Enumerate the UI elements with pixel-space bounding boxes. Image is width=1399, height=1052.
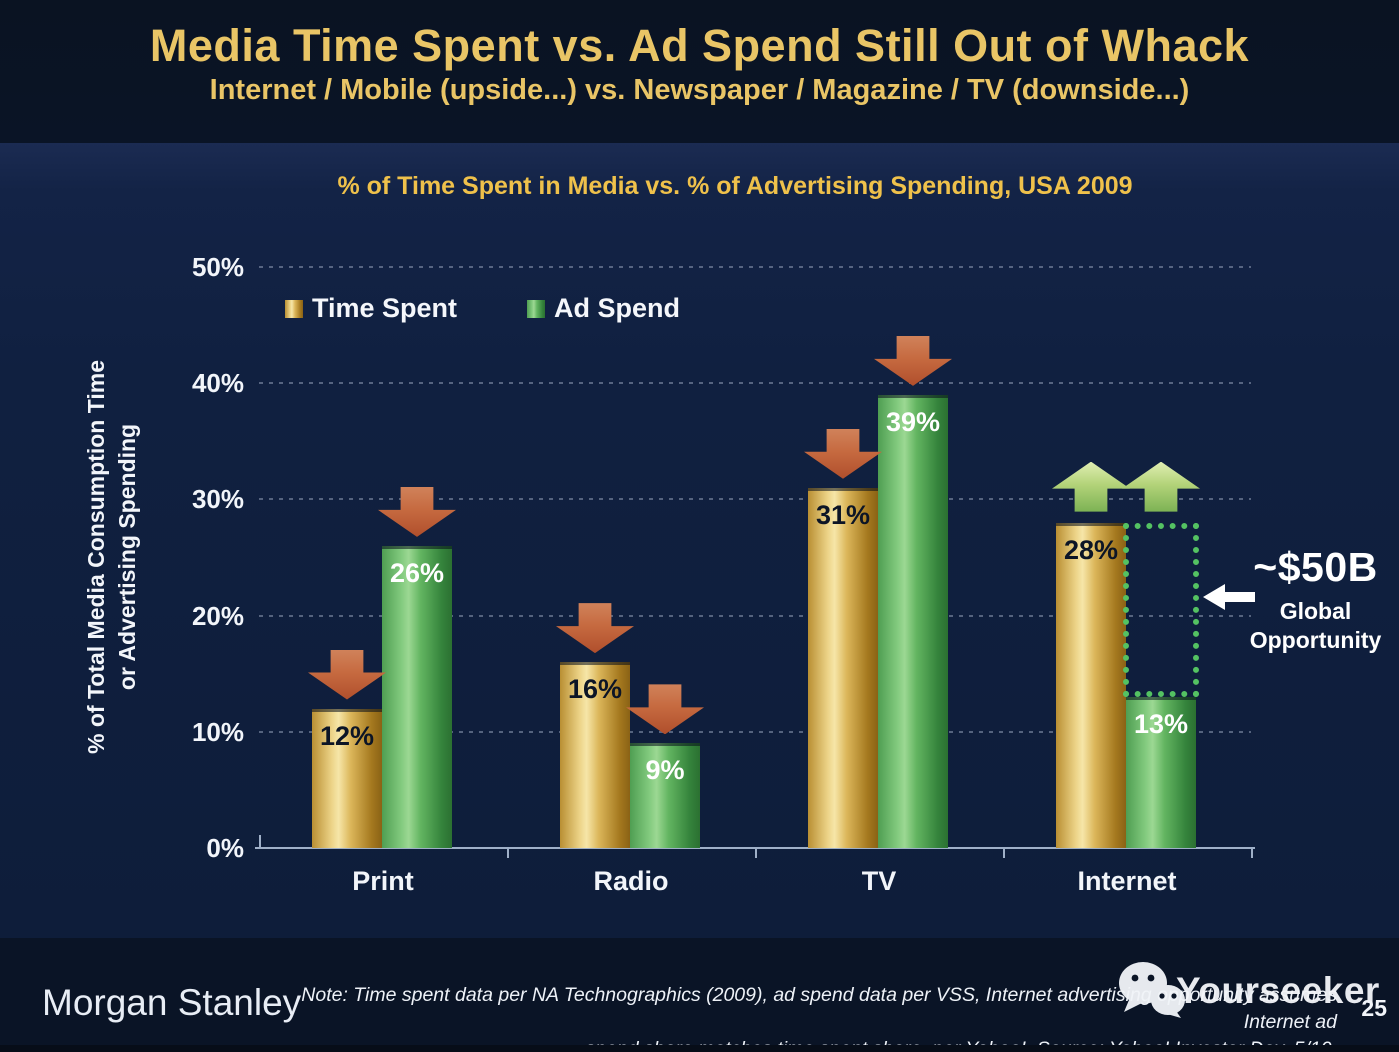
gridline	[259, 382, 1251, 385]
opportunity-label: Global Opportunity	[1238, 597, 1393, 655]
bottom-edge	[0, 1045, 1399, 1052]
y-axis-title: % of Total Media Consumption Time or Adv…	[81, 360, 143, 754]
legend-swatch-green	[527, 299, 546, 318]
bar-value-label: 13%	[1133, 708, 1189, 739]
opportunity-label-line2: Opportunity	[1249, 627, 1382, 653]
y-tick-label: 30%	[191, 484, 244, 515]
watermark: Yourseeker	[1116, 960, 1380, 1018]
bar-internet-ad-spend	[1126, 696, 1196, 848]
bar-print-time-spent	[312, 708, 382, 848]
bar-radio-time-spent	[560, 662, 630, 848]
category-label: Radio	[593, 866, 669, 896]
wechat-icon	[1119, 962, 1185, 1018]
legend-item-ad-spend: Ad Spend	[527, 293, 680, 324]
y-tick-label: 20%	[191, 600, 244, 631]
bar-value-label: 31%	[815, 499, 871, 530]
x-axis-tick	[1003, 849, 1005, 858]
gridline	[259, 498, 1251, 501]
y-tick-label: 40%	[191, 368, 244, 399]
x-axis-tick	[755, 849, 757, 858]
opportunity-value: ~$50B	[1253, 544, 1378, 590]
slide-title: Media Time Spent vs. Ad Spend Still Out …	[149, 20, 1250, 71]
bar-value-label: 26%	[389, 557, 445, 588]
gridline	[259, 266, 1251, 268]
bar-value-label: 39%	[885, 406, 941, 437]
y-tick-label: 0%	[206, 833, 244, 863]
watermark-text: Yourseeker	[1176, 970, 1380, 1011]
bar-tv-ad-spend	[878, 394, 948, 848]
gridline	[259, 614, 1251, 617]
legend-label: Ad Spend	[554, 293, 681, 323]
bar-print-ad-spend	[382, 545, 452, 848]
legend-swatch-gold	[285, 299, 303, 318]
x-axis-tick	[259, 835, 261, 847]
slide-header: Media Time Spent vs. Ad Spend Still Out …	[0, 0, 1399, 143]
category-label: Print	[352, 866, 414, 896]
chart-legend: Time Spent Ad Spend	[285, 293, 680, 324]
bar-value-label: 28%	[1063, 534, 1119, 565]
y-axis-title-line1: % of Total Media Consumption Time	[83, 360, 109, 754]
category-label: TV	[861, 866, 897, 896]
source-note-line1: Note: Time spent data per NA Technograph…	[301, 984, 1337, 1033]
opportunity-label-line1: Global	[1279, 598, 1352, 624]
x-axis	[255, 847, 1255, 849]
slide-subtitle: Internet / Mobile (upside...) vs. Newspa…	[209, 74, 1190, 106]
page-number: 25	[1361, 995, 1387, 1021]
bar-tv-time-spent	[808, 487, 878, 848]
y-tick-label: 50%	[191, 252, 244, 282]
bar-value-label: 9%	[645, 755, 685, 786]
category-label: Internet	[1077, 866, 1177, 896]
left-arrow-icon	[1203, 584, 1255, 610]
opportunity-gap-box	[1123, 522, 1199, 697]
x-axis-tick	[507, 849, 509, 858]
morgan-stanley-logo: Morgan Stanley	[42, 982, 302, 1023]
bar-value-label: 16%	[567, 674, 623, 705]
y-tick-label: 10%	[191, 716, 244, 747]
legend-label: Time Spent	[312, 293, 458, 323]
bar-value-label: 12%	[319, 720, 375, 751]
opportunity-annotation: ~$50B Global Opportunity	[1238, 544, 1393, 655]
bar-internet-time-spent	[1056, 522, 1126, 848]
y-axis-title-line2: or Advertising Spending	[114, 423, 140, 691]
legend-item-time-spent: Time Spent	[285, 293, 457, 324]
chart-title: % of Time Spent in Media vs. % of Advert…	[337, 172, 1133, 200]
x-axis-tick	[1251, 849, 1253, 858]
plot-area	[259, 266, 1251, 848]
bar-radio-ad-spend	[630, 743, 700, 848]
gridline	[259, 730, 1251, 733]
